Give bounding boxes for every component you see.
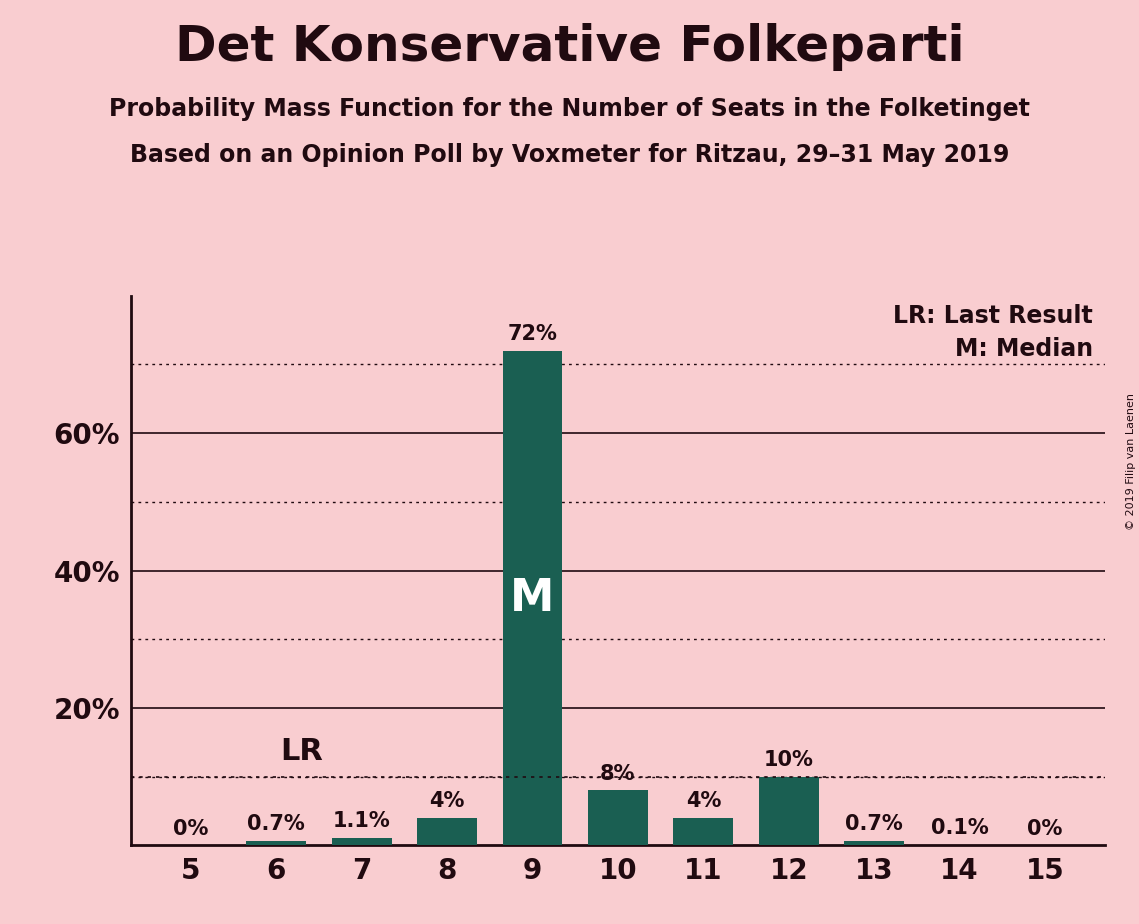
Text: 0.7%: 0.7% xyxy=(247,814,305,833)
Text: 0.1%: 0.1% xyxy=(931,818,989,838)
Text: 0.7%: 0.7% xyxy=(845,814,903,833)
Text: 4%: 4% xyxy=(429,791,465,811)
Text: Based on an Opinion Poll by Voxmeter for Ritzau, 29–31 May 2019: Based on an Opinion Poll by Voxmeter for… xyxy=(130,143,1009,167)
Text: © 2019 Filip van Laenen: © 2019 Filip van Laenen xyxy=(1125,394,1136,530)
Text: 0%: 0% xyxy=(1027,819,1063,839)
Text: Det Konservative Folkeparti: Det Konservative Folkeparti xyxy=(174,23,965,71)
Text: 0%: 0% xyxy=(173,819,208,839)
Text: 8%: 8% xyxy=(600,763,636,784)
Bar xyxy=(246,841,306,845)
Text: 1.1%: 1.1% xyxy=(333,811,391,831)
Text: LR: Last Result: LR: Last Result xyxy=(893,304,1093,328)
Text: 10%: 10% xyxy=(764,750,813,770)
Text: M: M xyxy=(510,577,555,620)
Bar xyxy=(502,351,563,845)
Bar xyxy=(759,777,819,845)
Bar xyxy=(673,818,734,845)
Bar xyxy=(331,838,392,845)
Text: LR: LR xyxy=(280,737,323,766)
Bar xyxy=(417,818,477,845)
Bar xyxy=(588,791,648,845)
Text: 72%: 72% xyxy=(508,323,557,344)
Bar xyxy=(844,841,904,845)
Text: 4%: 4% xyxy=(686,791,721,811)
Text: M: Median: M: Median xyxy=(954,337,1093,361)
Text: Probability Mass Function for the Number of Seats in the Folketinget: Probability Mass Function for the Number… xyxy=(109,97,1030,121)
